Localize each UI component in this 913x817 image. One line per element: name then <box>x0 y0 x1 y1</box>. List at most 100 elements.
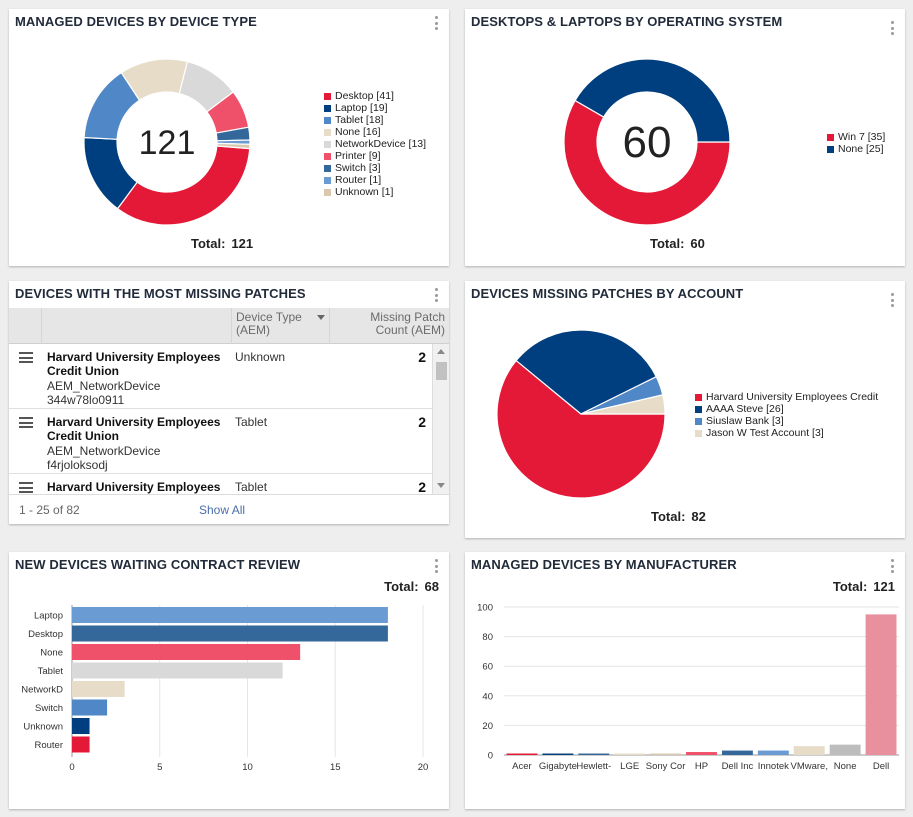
legend-item[interactable]: Laptop [19] <box>324 102 426 114</box>
legend-label: Switch [3] <box>335 162 381 174</box>
show-all-link[interactable]: Show All <box>199 503 246 517</box>
row-account-name: Harvard University Employees Credit Unio… <box>47 415 221 443</box>
bar-none[interactable] <box>72 644 301 660</box>
scroll-down-icon[interactable] <box>437 483 445 488</box>
bar-router[interactable] <box>72 736 90 753</box>
bar-innotek[interactable] <box>757 750 789 755</box>
sort-down-icon[interactable] <box>317 315 325 320</box>
table-row[interactable]: Harvard University Employees Credit Unio… <box>9 409 432 474</box>
bar-desktop[interactable] <box>72 625 388 642</box>
bar-hewlett-[interactable] <box>578 753 610 755</box>
legend-item[interactable]: Switch [3] <box>324 162 426 174</box>
legend-label: Harvard University Employees Credit <box>706 391 879 403</box>
legend-swatch <box>324 140 331 148</box>
header-missing-patch-count[interactable]: Missing Patch Count (AEM) <box>330 308 449 344</box>
more-options-icon[interactable] <box>891 21 895 37</box>
donut-slice-desktop[interactable] <box>116 145 251 226</box>
category-label: Router <box>34 740 63 751</box>
legend-item[interactable]: Tablet [18] <box>324 114 426 126</box>
widget-title: DEVICES MISSING PATCHES BY ACCOUNT <box>471 286 744 301</box>
bar-hp[interactable] <box>686 752 717 755</box>
header-device-type[interactable]: Device Type (AEM) <box>232 308 330 344</box>
scrollbar-thumb[interactable] <box>436 362 447 380</box>
row-patch-count: 2 <box>418 349 426 365</box>
legend-swatch <box>827 133 834 141</box>
legend-item[interactable]: None [25] <box>827 143 885 155</box>
more-options-icon[interactable] <box>435 16 439 32</box>
row-menu-icon[interactable] <box>19 482 33 494</box>
row-device-id: 344w78lo0911 <box>47 393 125 407</box>
legend-item[interactable]: NetworkDevice [13] <box>324 138 426 150</box>
legend-swatch <box>827 145 834 153</box>
total-value: 60 <box>690 236 705 251</box>
donut-center-total: 121 <box>139 124 196 162</box>
table-row[interactable]: Harvard University Employees Credit Unio… <box>9 344 432 409</box>
bar-lge[interactable] <box>614 753 646 755</box>
bar-dell-inc[interactable] <box>721 750 753 755</box>
category-label: Desktop <box>28 629 63 640</box>
header-cell-menu <box>9 308 42 344</box>
legend-item[interactable]: Router [1] <box>324 174 426 186</box>
legend-item[interactable]: Harvard University Employees Credit <box>695 391 878 403</box>
bar-sony-cor[interactable] <box>650 753 682 755</box>
table-body: Harvard University Employees Credit Unio… <box>9 344 432 494</box>
row-device-class: AEM_NetworkDevice <box>47 379 161 393</box>
legend-swatch <box>324 128 331 136</box>
bar-tablet[interactable] <box>72 662 283 679</box>
category-label: Unknown <box>23 722 63 733</box>
more-options-icon[interactable] <box>435 288 439 304</box>
bar-vmware-[interactable] <box>793 746 825 755</box>
bar-laptop[interactable] <box>72 607 388 623</box>
bar-gigabyte[interactable] <box>542 753 574 755</box>
more-options-icon[interactable] <box>435 559 439 575</box>
bar-switch[interactable] <box>72 699 108 716</box>
category-label: None <box>40 648 63 659</box>
more-options-icon[interactable] <box>891 293 895 309</box>
legend-item[interactable]: Win 7 [35] <box>827 131 885 143</box>
bar-unknown[interactable] <box>72 718 90 734</box>
legend-swatch <box>324 152 331 160</box>
donut-slice-win-7[interactable] <box>563 99 731 226</box>
legend-item[interactable]: AAAA Steve [26] <box>695 403 878 415</box>
table-pager: 1 - 25 of 82 Show All <box>9 494 449 524</box>
bar-acer[interactable] <box>506 753 538 755</box>
x-tick-label: 20 <box>418 762 429 773</box>
y-tick-label: 40 <box>482 691 493 702</box>
row-patch-count: 2 <box>418 479 426 494</box>
bar-networkd[interactable] <box>72 681 125 697</box>
bar-none[interactable] <box>829 744 861 755</box>
category-label: Dell Inc <box>722 761 754 772</box>
row-device-type: Tablet <box>235 480 268 494</box>
pie-slice-jason-w-test-account[interactable] <box>580 394 666 415</box>
legend-swatch <box>324 92 331 100</box>
row-menu-icon[interactable] <box>19 417 33 429</box>
bar-dell[interactable] <box>865 614 897 755</box>
legend-label: NetworkDevice [13] <box>335 138 427 150</box>
contract-review-bar-chart: 0 5 10 15 20 Laptop Desktop None Tablet NetworkD S… <box>21 605 429 773</box>
total-value: 121 <box>231 236 254 251</box>
legend-item[interactable]: Unknown [1] <box>324 186 426 198</box>
row-menu-icon[interactable] <box>19 352 33 364</box>
pie-slice-harvard-university-employees-credit[interactable] <box>496 359 666 499</box>
donut-slice-none[interactable] <box>574 58 731 143</box>
legend-item[interactable]: Desktop [41] <box>324 90 426 102</box>
row-device-info: AEM_NetworkDevice 344w78lo0911 <box>47 379 232 407</box>
legend-item[interactable]: Siuslaw Bank [3] <box>695 415 878 427</box>
scroll-up-icon[interactable] <box>437 349 445 354</box>
pie-slice-aaaa-steve[interactable] <box>515 329 658 415</box>
missing-patches-widget: DEVICES WITH THE MOST MISSING PATCHES De… <box>9 281 449 524</box>
donut-slice-unknown[interactable] <box>216 142 251 150</box>
legend-swatch <box>324 104 331 112</box>
category-label: Innotek <box>758 761 789 772</box>
more-options-icon[interactable] <box>891 559 895 575</box>
donut-center-total: 60 <box>623 118 672 167</box>
legend-item[interactable]: Printer [9] <box>324 150 426 162</box>
table-row[interactable]: Harvard University Employees Credit Unio… <box>9 474 432 494</box>
legend-item[interactable]: None [16] <box>324 126 426 138</box>
legend-item[interactable]: Jason W Test Account [3] <box>695 427 878 439</box>
legend-label: Siuslaw Bank [3] <box>706 415 784 427</box>
category-label: Hewlett- <box>576 761 611 772</box>
row-account-name: Harvard University Employees Credit Unio… <box>47 350 221 378</box>
header-cell-name <box>42 308 232 344</box>
table-scrollbar[interactable] <box>432 344 449 494</box>
